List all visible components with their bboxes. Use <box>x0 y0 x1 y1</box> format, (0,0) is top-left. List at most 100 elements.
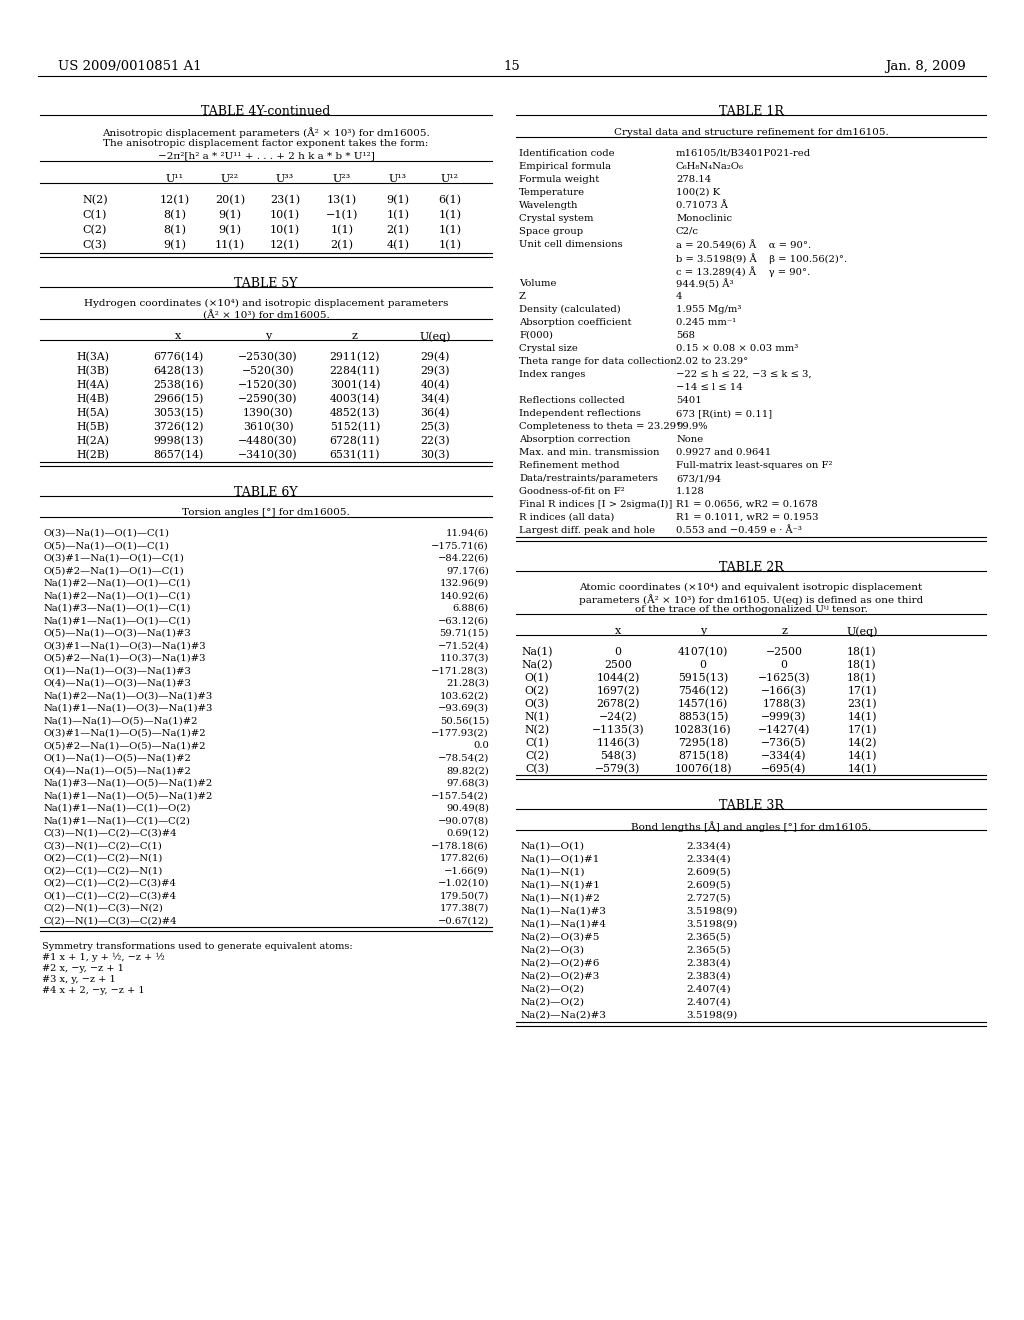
Text: 6428(13): 6428(13) <box>153 366 203 376</box>
Text: Wavelength: Wavelength <box>519 201 579 210</box>
Text: 0.553 and −0.459 e · Å⁻³: 0.553 and −0.459 e · Å⁻³ <box>676 525 802 535</box>
Text: 3.5198(9): 3.5198(9) <box>686 920 737 929</box>
Text: 2966(15): 2966(15) <box>153 393 203 404</box>
Text: 6.88(6): 6.88(6) <box>453 605 489 612</box>
Text: 179.50(7): 179.50(7) <box>439 891 489 900</box>
Text: b = 3.5198(9) Å    β = 100.56(2)°.: b = 3.5198(9) Å β = 100.56(2)°. <box>676 253 847 264</box>
Text: −1.02(10): −1.02(10) <box>437 879 489 888</box>
Text: y: y <box>265 331 271 341</box>
Text: Crystal data and structure refinement for dm16105.: Crystal data and structure refinement fo… <box>613 128 889 137</box>
Text: 177.38(7): 177.38(7) <box>439 904 489 913</box>
Text: 673/1/94: 673/1/94 <box>676 474 721 483</box>
Text: −999(3): −999(3) <box>761 711 807 722</box>
Text: −157.54(2): −157.54(2) <box>431 792 489 800</box>
Text: Absorption correction: Absorption correction <box>519 436 631 444</box>
Text: U(eq): U(eq) <box>846 626 878 636</box>
Text: −1(1): −1(1) <box>326 210 358 220</box>
Text: parameters (Å² × 10³) for dm16105. U(eq) is defined as one third: parameters (Å² × 10³) for dm16105. U(eq)… <box>579 594 923 605</box>
Text: #1 x + 1, y + ½, −z + ½: #1 x + 1, y + ½, −z + ½ <box>42 953 165 962</box>
Text: Symmetry transformations used to generate equivalent atoms:: Symmetry transformations used to generat… <box>42 942 352 950</box>
Text: 18(1): 18(1) <box>847 647 877 657</box>
Text: Na(1)#3—Na(1)—O(5)—Na(1)#2: Na(1)#3—Na(1)—O(5)—Na(1)#2 <box>43 779 212 788</box>
Text: O(3)—Na(1)—O(1)—C(1): O(3)—Na(1)—O(1)—C(1) <box>43 529 169 539</box>
Text: −520(30): −520(30) <box>242 366 294 376</box>
Text: 2500: 2500 <box>604 660 632 671</box>
Text: O(3)#1—Na(1)—O(5)—Na(1)#2: O(3)#1—Na(1)—O(5)—Na(1)#2 <box>43 729 206 738</box>
Text: 2.365(5): 2.365(5) <box>686 933 731 942</box>
Text: Na(2)—O(2): Na(2)—O(2) <box>521 998 585 1007</box>
Text: 23(1): 23(1) <box>270 195 300 206</box>
Text: C(3): C(3) <box>525 764 549 775</box>
Text: 568: 568 <box>676 331 695 341</box>
Text: H(2B): H(2B) <box>77 450 110 461</box>
Text: The anisotropic displacement factor exponent takes the form:: The anisotropic displacement factor expo… <box>103 139 429 148</box>
Text: Na(1)—N(1)#2: Na(1)—N(1)#2 <box>521 894 601 903</box>
Text: c = 13.289(4) Å    γ = 90°.: c = 13.289(4) Å γ = 90°. <box>676 267 810 277</box>
Text: −695(4): −695(4) <box>761 764 807 775</box>
Text: 8715(18): 8715(18) <box>678 751 728 762</box>
Text: 90.49(8): 90.49(8) <box>446 804 489 813</box>
Text: U(eq): U(eq) <box>419 331 451 342</box>
Text: H(5A): H(5A) <box>77 408 110 418</box>
Text: y: y <box>699 626 707 636</box>
Text: C(1): C(1) <box>525 738 549 748</box>
Text: a = 20.549(6) Å    α = 90°.: a = 20.549(6) Å α = 90°. <box>676 240 811 251</box>
Text: 1044(2): 1044(2) <box>596 673 640 684</box>
Text: 2(1): 2(1) <box>331 240 353 251</box>
Text: 17(1): 17(1) <box>847 725 877 735</box>
Text: 2.383(4): 2.383(4) <box>686 960 731 968</box>
Text: Data/restraints/parameters: Data/restraints/parameters <box>519 474 657 483</box>
Text: 0.69(12): 0.69(12) <box>446 829 489 838</box>
Text: TABLE 5Y: TABLE 5Y <box>234 277 298 290</box>
Text: 278.14: 278.14 <box>676 176 712 183</box>
Text: −177.93(2): −177.93(2) <box>431 729 489 738</box>
Text: 7295(18): 7295(18) <box>678 738 728 748</box>
Text: Na(2)—O(2)#6: Na(2)—O(2)#6 <box>521 960 600 968</box>
Text: O(1)—Na(1)—O(3)—Na(1)#3: O(1)—Na(1)—O(3)—Na(1)#3 <box>43 667 190 676</box>
Text: F(000): F(000) <box>519 331 553 341</box>
Text: −63.12(6): −63.12(6) <box>438 616 489 626</box>
Text: 23(1): 23(1) <box>847 700 877 709</box>
Text: Na(1)—Na(1)#4: Na(1)—Na(1)#4 <box>521 920 607 929</box>
Text: 2.407(4): 2.407(4) <box>686 985 731 994</box>
Text: 0.15 × 0.08 × 0.03 mm³: 0.15 × 0.08 × 0.03 mm³ <box>676 345 799 352</box>
Text: C(3): C(3) <box>83 240 108 251</box>
Text: −1625(3): −1625(3) <box>758 673 810 684</box>
Text: 110.37(3): 110.37(3) <box>439 653 489 663</box>
Text: 3001(14): 3001(14) <box>330 380 380 391</box>
Text: 11(1): 11(1) <box>215 240 245 251</box>
Text: U¹¹: U¹¹ <box>166 174 184 183</box>
Text: 21.28(3): 21.28(3) <box>446 678 489 688</box>
Text: 0: 0 <box>780 660 787 671</box>
Text: 14(1): 14(1) <box>847 764 877 775</box>
Text: O(4)—Na(1)—O(5)—Na(1)#2: O(4)—Na(1)—O(5)—Na(1)#2 <box>43 767 190 776</box>
Text: of the trace of the orthogonalized Uⁱʲ tensor.: of the trace of the orthogonalized Uⁱʲ t… <box>635 605 867 614</box>
Text: z: z <box>352 331 358 341</box>
Text: Absorption coefficient: Absorption coefficient <box>519 318 632 327</box>
Text: O(5)#2—Na(1)—O(5)—Na(1)#2: O(5)#2—Na(1)—O(5)—Na(1)#2 <box>43 742 206 751</box>
Text: 14(1): 14(1) <box>847 751 877 762</box>
Text: 12(1): 12(1) <box>270 240 300 251</box>
Text: −1135(3): −1135(3) <box>592 725 644 735</box>
Text: 132.96(9): 132.96(9) <box>439 579 489 587</box>
Text: 36(4): 36(4) <box>420 408 450 418</box>
Text: −579(3): −579(3) <box>595 764 641 775</box>
Text: 2.365(5): 2.365(5) <box>686 946 731 954</box>
Text: −22 ≤ h ≤ 22, −3 ≤ k ≤ 3,: −22 ≤ h ≤ 22, −3 ≤ k ≤ 3, <box>676 370 812 379</box>
Text: 8657(14): 8657(14) <box>153 450 203 461</box>
Text: U³³: U³³ <box>275 174 294 183</box>
Text: 2.334(4): 2.334(4) <box>686 855 731 865</box>
Text: Na(1)—O(1): Na(1)—O(1) <box>521 842 585 851</box>
Text: Na(2)—O(2): Na(2)—O(2) <box>521 985 585 994</box>
Text: 4003(14): 4003(14) <box>330 393 380 404</box>
Text: R1 = 0.0656, wR2 = 0.1678: R1 = 0.0656, wR2 = 0.1678 <box>676 500 818 510</box>
Text: 13(1): 13(1) <box>327 195 357 206</box>
Text: #4 x + 2, −y, −z + 1: #4 x + 2, −y, −z + 1 <box>42 986 144 995</box>
Text: Na(1)#1—Na(1)—C(1)—C(2): Na(1)#1—Na(1)—C(1)—C(2) <box>43 817 190 825</box>
Text: TABLE 2R: TABLE 2R <box>719 561 783 574</box>
Text: 20(1): 20(1) <box>215 195 245 206</box>
Text: O(5)—Na(1)—O(1)—C(1): O(5)—Na(1)—O(1)—C(1) <box>43 541 169 550</box>
Text: 30(3): 30(3) <box>420 450 450 461</box>
Text: −71.52(4): −71.52(4) <box>437 642 489 651</box>
Text: U¹²: U¹² <box>441 174 459 183</box>
